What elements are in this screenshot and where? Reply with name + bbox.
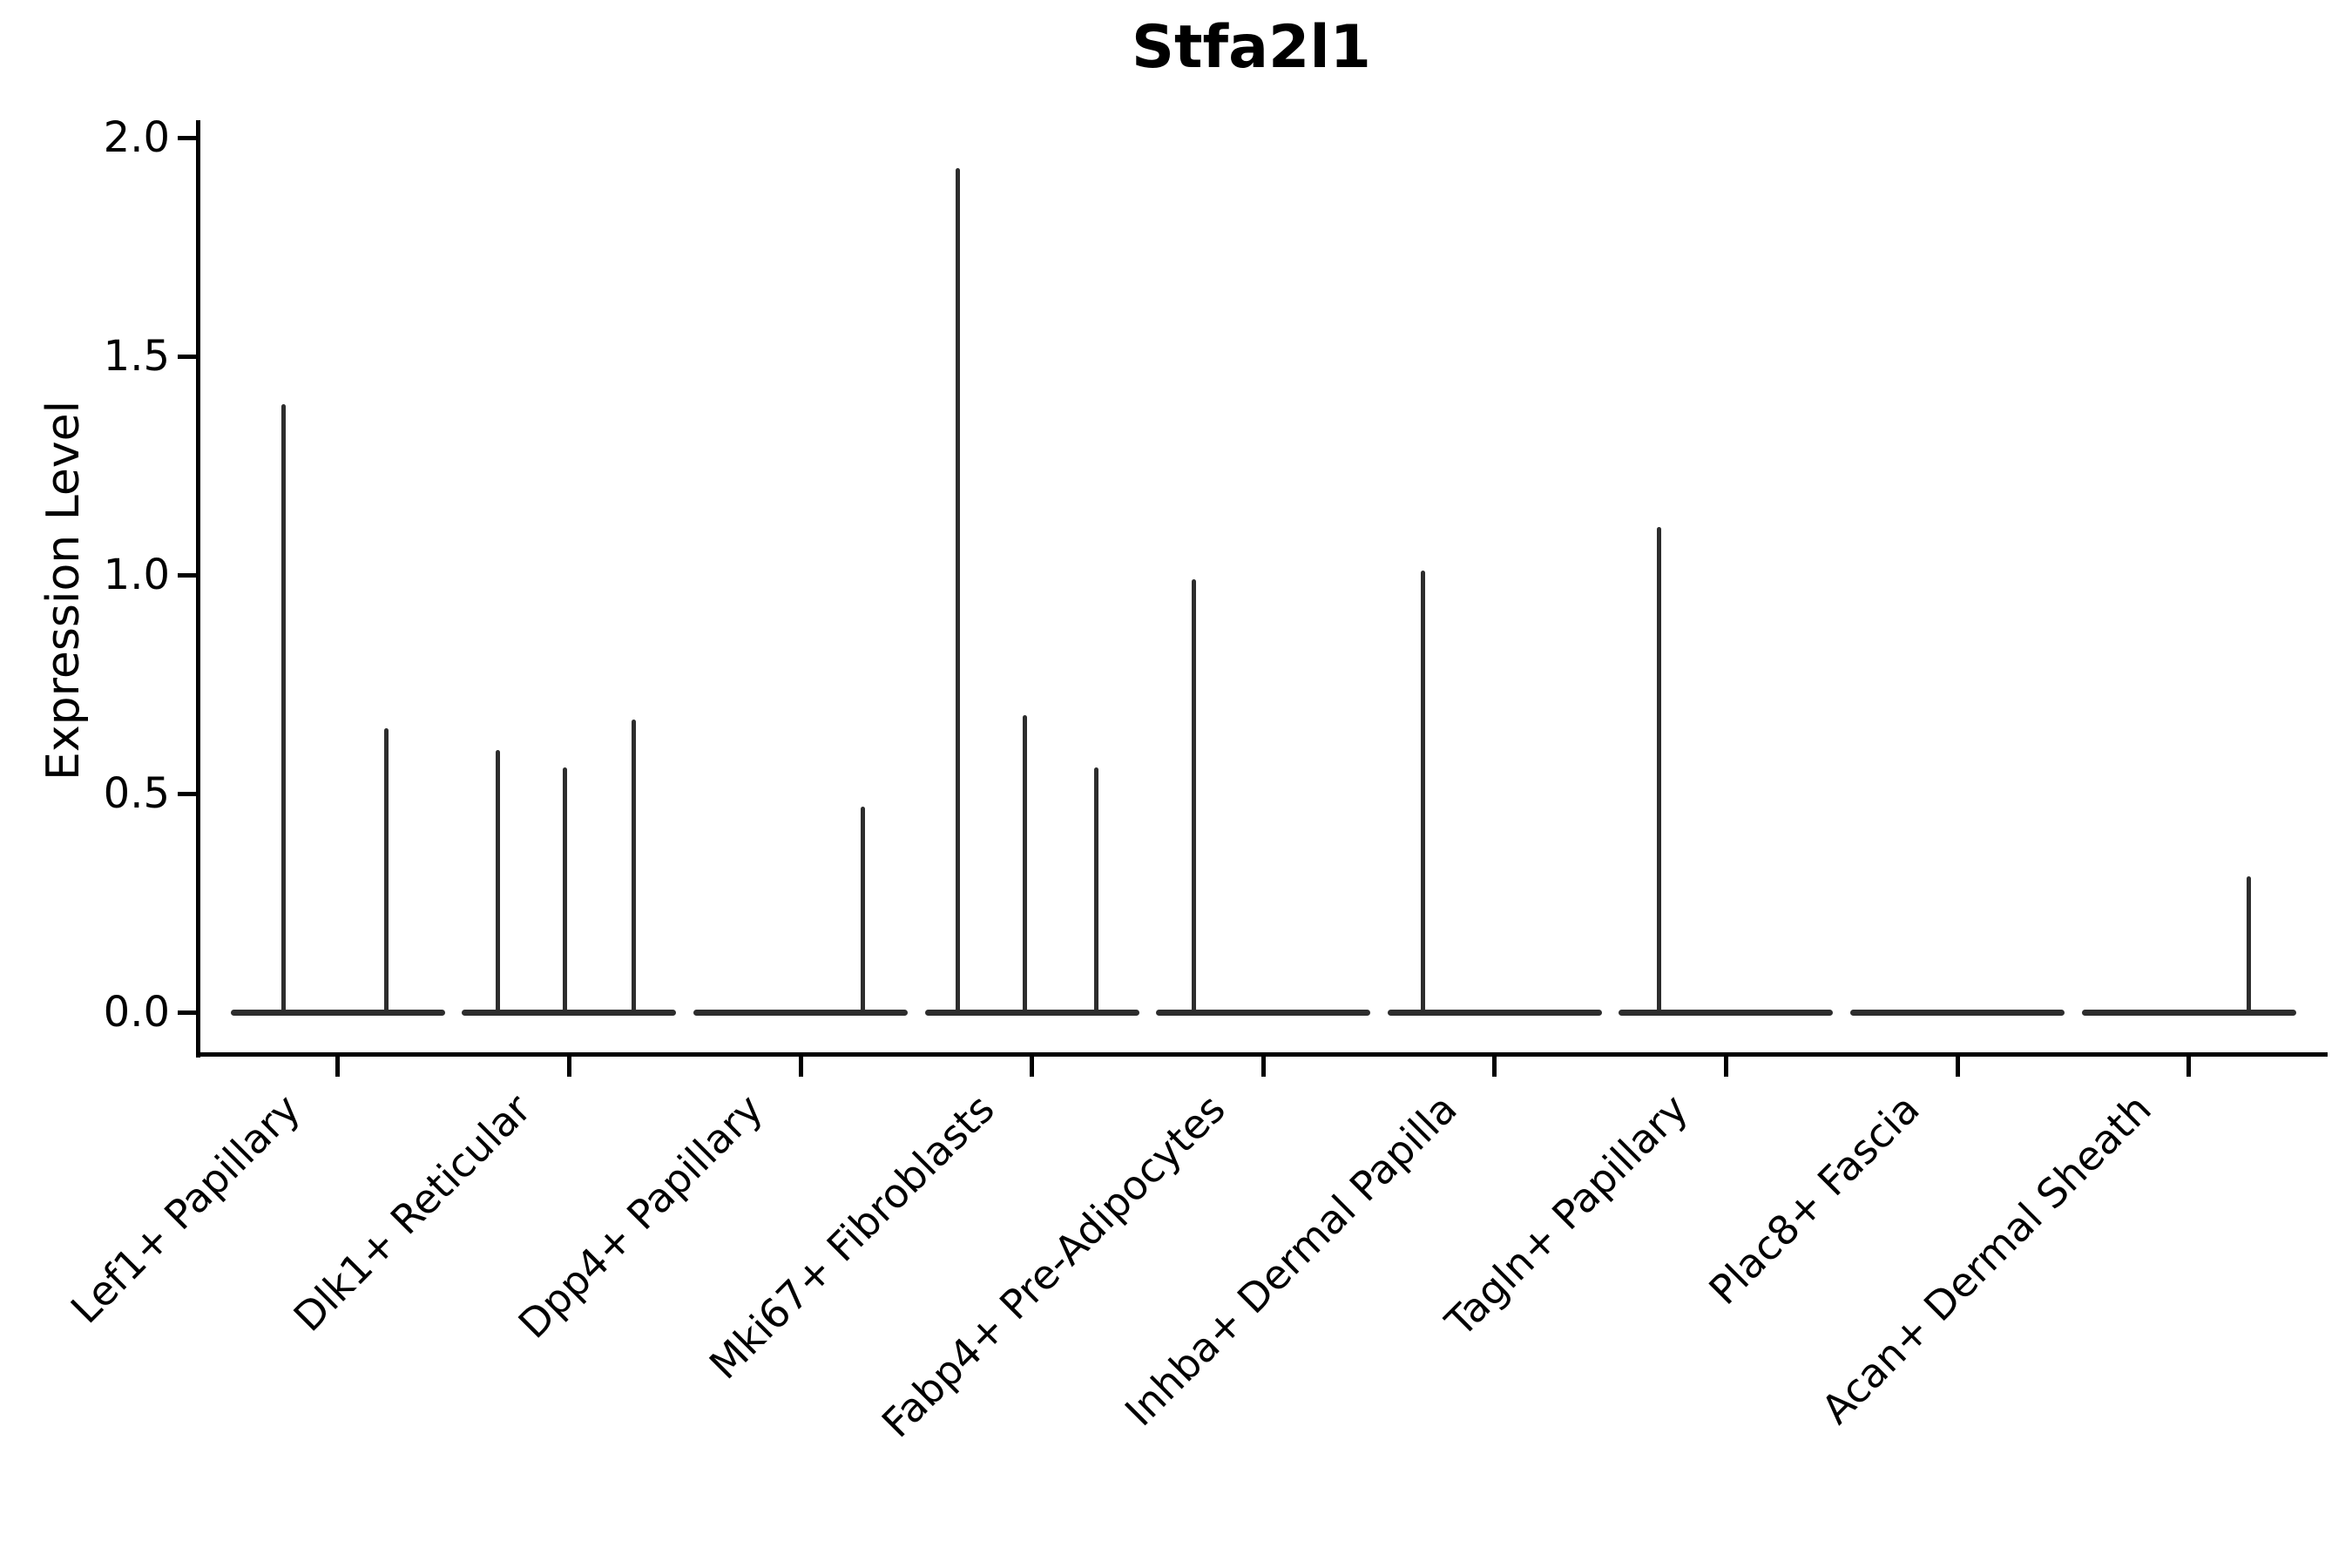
x-tick xyxy=(798,1057,803,1077)
violin-baseline xyxy=(230,1009,445,1016)
violin-baseline xyxy=(693,1009,908,1016)
violin-baseline xyxy=(1850,1009,2065,1016)
y-tick xyxy=(178,1010,199,1015)
plot-title: Stfa2l1 xyxy=(1132,13,1371,82)
violin-baseline xyxy=(1619,1009,1834,1016)
y-tick xyxy=(178,572,199,578)
y-tick-label: 1.5 xyxy=(103,332,170,381)
violin-spike xyxy=(280,404,286,1012)
x-tick xyxy=(335,1057,341,1077)
y-tick-label: 0.5 xyxy=(103,769,170,818)
violin-spike xyxy=(384,727,389,1012)
x-tick xyxy=(1723,1057,1728,1077)
x-tick xyxy=(1955,1057,1960,1077)
violin-spike xyxy=(2247,876,2252,1012)
violin-spike xyxy=(1023,714,1028,1012)
violin-spike xyxy=(1192,579,1197,1012)
y-tick-label: 0.0 xyxy=(103,988,170,1037)
violin-baseline xyxy=(2081,1009,2296,1016)
violin-baseline xyxy=(924,1009,1139,1016)
x-tick xyxy=(2186,1057,2192,1077)
violin-spike xyxy=(861,807,866,1012)
y-tick xyxy=(178,354,199,359)
y-tick-label: 1.0 xyxy=(103,551,170,599)
y-tick xyxy=(178,791,199,796)
violin-baseline xyxy=(462,1009,677,1016)
violin-spike xyxy=(1094,767,1099,1012)
y-tick-label: 2.0 xyxy=(103,113,170,162)
y-axis-spine xyxy=(196,120,200,1058)
violin-spike xyxy=(956,168,961,1012)
x-tick xyxy=(1492,1057,1497,1077)
x-tick xyxy=(1260,1057,1266,1077)
violin-spike xyxy=(632,719,637,1012)
violin-baseline xyxy=(1156,1009,1371,1016)
violin-spike xyxy=(1656,526,1661,1012)
violin-spike xyxy=(562,767,567,1012)
violin-baseline xyxy=(1387,1009,1602,1016)
x-tick xyxy=(566,1057,571,1077)
y-tick xyxy=(178,135,199,140)
x-axis-spine xyxy=(196,1052,2328,1057)
violin-spike xyxy=(1420,570,1425,1012)
x-tick xyxy=(1030,1057,1035,1077)
violin-spike xyxy=(495,749,500,1012)
